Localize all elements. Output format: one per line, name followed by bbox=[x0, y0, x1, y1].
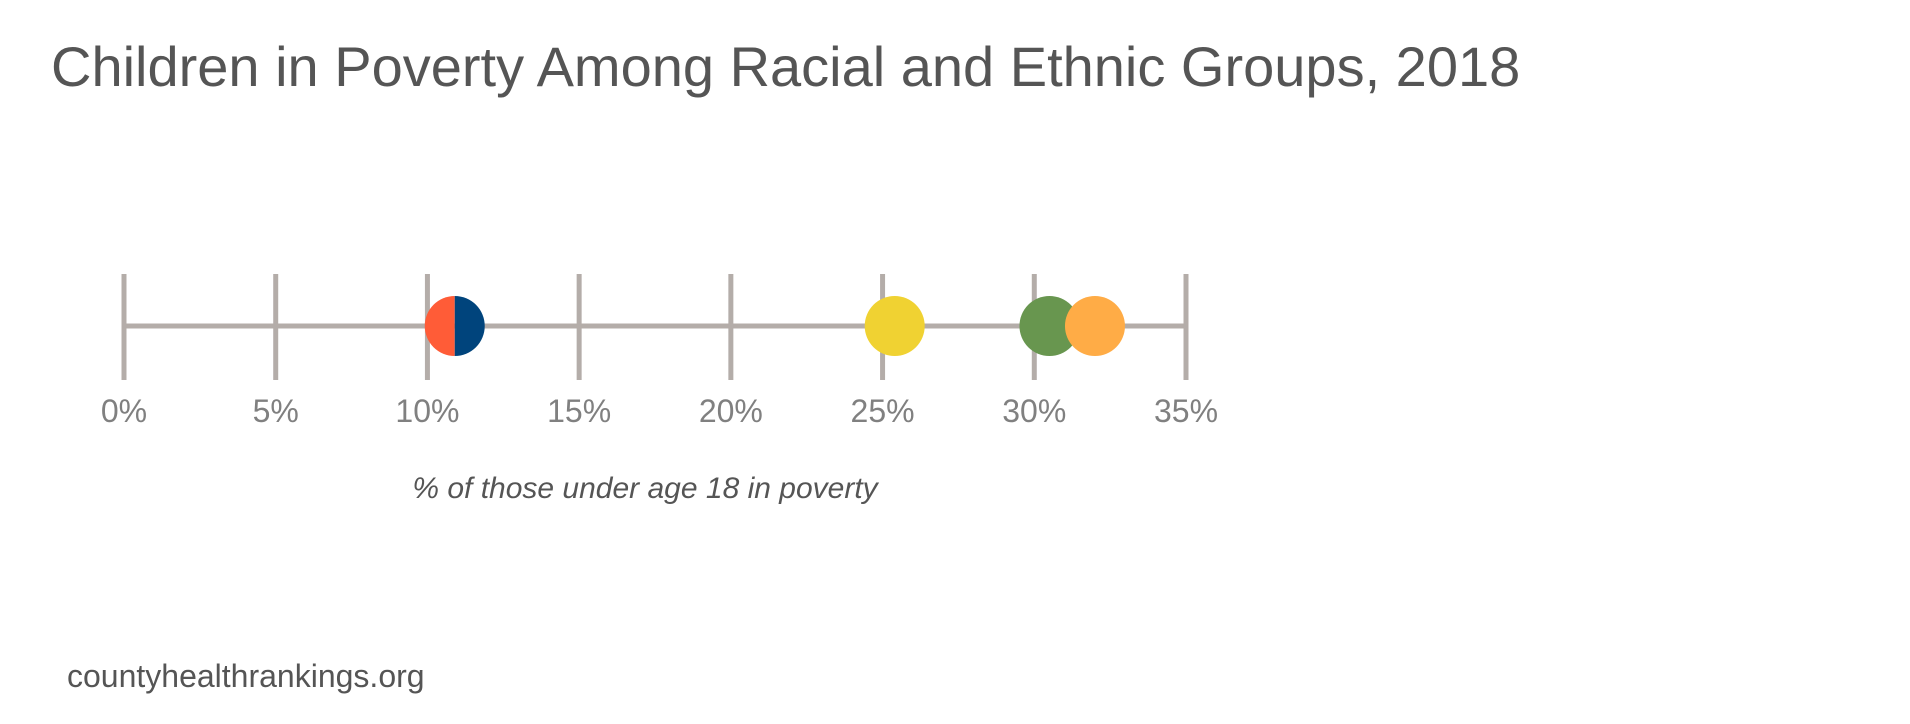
data-point bbox=[424, 296, 455, 356]
source-text: countyhealthrankings.org bbox=[67, 658, 425, 694]
x-axis-label: % of those under age 18 in poverty bbox=[412, 472, 879, 505]
x-axis bbox=[121, 274, 1189, 380]
x-tick-label: 0% bbox=[101, 393, 147, 429]
data-point bbox=[1064, 296, 1125, 356]
chart-title: Children in Poverty Among Racial and Eth… bbox=[51, 35, 1521, 98]
data-point bbox=[454, 296, 485, 356]
x-tick-label: 10% bbox=[395, 393, 459, 429]
x-tick-label: 30% bbox=[1002, 393, 1066, 429]
x-tick-label: 5% bbox=[253, 393, 299, 429]
x-tick-label: 15% bbox=[547, 393, 611, 429]
x-tick-labels: 0% 5% 10% 15% 20% 25% 30% 35% bbox=[101, 393, 1218, 429]
data-point bbox=[864, 296, 925, 356]
x-tick-label: 35% bbox=[1154, 393, 1218, 429]
data-point bbox=[1019, 296, 1080, 356]
data-points bbox=[424, 296, 1125, 356]
x-tick-label: 20% bbox=[699, 393, 763, 429]
x-tick-label: 25% bbox=[851, 393, 915, 429]
